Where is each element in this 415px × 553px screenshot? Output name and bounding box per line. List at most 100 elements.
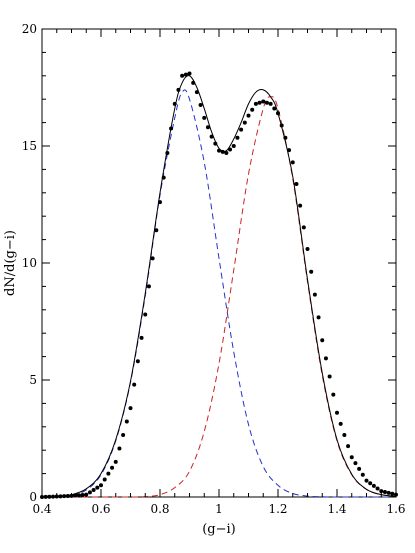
data-point: [242, 120, 247, 125]
data-point: [327, 374, 332, 379]
data-point: [346, 444, 351, 449]
data-point: [80, 492, 85, 497]
data-point: [180, 73, 185, 78]
data-point: [364, 478, 369, 483]
data-point: [217, 148, 221, 153]
x-tick-label: 1.4: [327, 502, 346, 516]
y-tick-label: 10: [22, 256, 37, 270]
ticks-layer: 0.4 0.6 0.8 1 1.2 1.4 1.6 0 5 10 15 20: [22, 22, 406, 516]
y-tick-label: 15: [22, 139, 37, 153]
series-layer: [40, 71, 398, 499]
data-point: [106, 471, 111, 476]
data-point: [224, 151, 229, 156]
data-point: [209, 134, 214, 139]
data-point: [158, 200, 162, 205]
data-point: [368, 481, 373, 486]
data-point: [161, 175, 166, 180]
data-point: [279, 123, 284, 128]
data-point: [143, 312, 148, 317]
series-dashed-line: [41, 89, 397, 498]
data-point: [150, 256, 155, 261]
data-point: [95, 485, 100, 490]
data-point: [276, 111, 280, 116]
data-point: [139, 335, 144, 340]
data-point: [257, 100, 262, 105]
data-point: [335, 410, 339, 415]
y-tick-label: 5: [29, 373, 37, 387]
y-tick-label: 0: [29, 490, 37, 504]
data-point: [338, 421, 343, 426]
data-point: [379, 489, 384, 494]
data-point: [342, 432, 347, 437]
data-point: [65, 494, 70, 499]
data-point: [371, 483, 376, 488]
x-tick-label: 1: [215, 502, 223, 516]
data-point: [76, 493, 81, 498]
data-point: [91, 487, 96, 492]
data-point: [287, 148, 292, 153]
data-point: [187, 71, 192, 76]
data-point: [220, 149, 225, 154]
data-point: [198, 103, 203, 108]
data-point: [87, 490, 92, 495]
data-point: [117, 446, 122, 451]
data-point: [253, 101, 258, 106]
data-point: [250, 107, 255, 112]
data-point: [113, 459, 118, 464]
data-point: [169, 126, 174, 131]
data-point: [135, 359, 140, 364]
series-dashed-line: [41, 96, 397, 498]
labels-layer: (g−i) dN/d(g−i): [3, 230, 236, 537]
data-point: [213, 141, 218, 146]
data-point: [128, 406, 133, 411]
data-point: [386, 490, 391, 495]
data-point: [176, 87, 181, 92]
data-point: [121, 432, 126, 437]
data-point: [205, 125, 210, 130]
data-point: [290, 160, 295, 165]
data-point: [246, 113, 251, 118]
data-point: [154, 228, 159, 233]
data-point: [390, 491, 395, 496]
data-point: [298, 203, 303, 208]
data-point: [382, 490, 387, 495]
data-point: [264, 100, 269, 105]
data-point: [353, 461, 358, 466]
data-point: [320, 338, 325, 343]
data-point: [316, 315, 321, 320]
data-point: [191, 80, 196, 85]
data-point: [102, 477, 107, 482]
data-point: [99, 483, 103, 488]
data-point: [202, 115, 207, 120]
data-point: [62, 494, 67, 499]
x-tick-label: 0.6: [91, 502, 110, 516]
data-point: [58, 494, 63, 499]
data-point: [294, 182, 299, 187]
data-point: [110, 465, 115, 470]
data-point: [239, 127, 244, 132]
data-point: [183, 72, 188, 77]
x-tick-label: 0.4: [32, 502, 51, 516]
data-point: [349, 455, 354, 460]
data-point: [228, 147, 233, 152]
y-tick-label: 20: [22, 22, 37, 36]
y-axis-label: dN/d(g−i): [3, 230, 18, 296]
data-point: [261, 99, 266, 104]
series-dots: [40, 71, 398, 499]
data-point: [331, 392, 336, 397]
x-tick-label: 1.2: [268, 502, 287, 516]
data-point: [357, 466, 362, 471]
data-point: [235, 135, 240, 140]
x-axis-label: (g−i): [202, 522, 236, 537]
data-point: [132, 382, 137, 387]
data-point: [165, 151, 170, 156]
data-point: [301, 225, 306, 230]
data-point: [360, 472, 365, 477]
data-point: [272, 106, 277, 111]
data-point: [283, 135, 288, 140]
data-point: [312, 292, 317, 297]
data-point: [231, 144, 236, 148]
data-point: [309, 269, 314, 274]
x-tick-label: 1.6: [386, 502, 405, 516]
